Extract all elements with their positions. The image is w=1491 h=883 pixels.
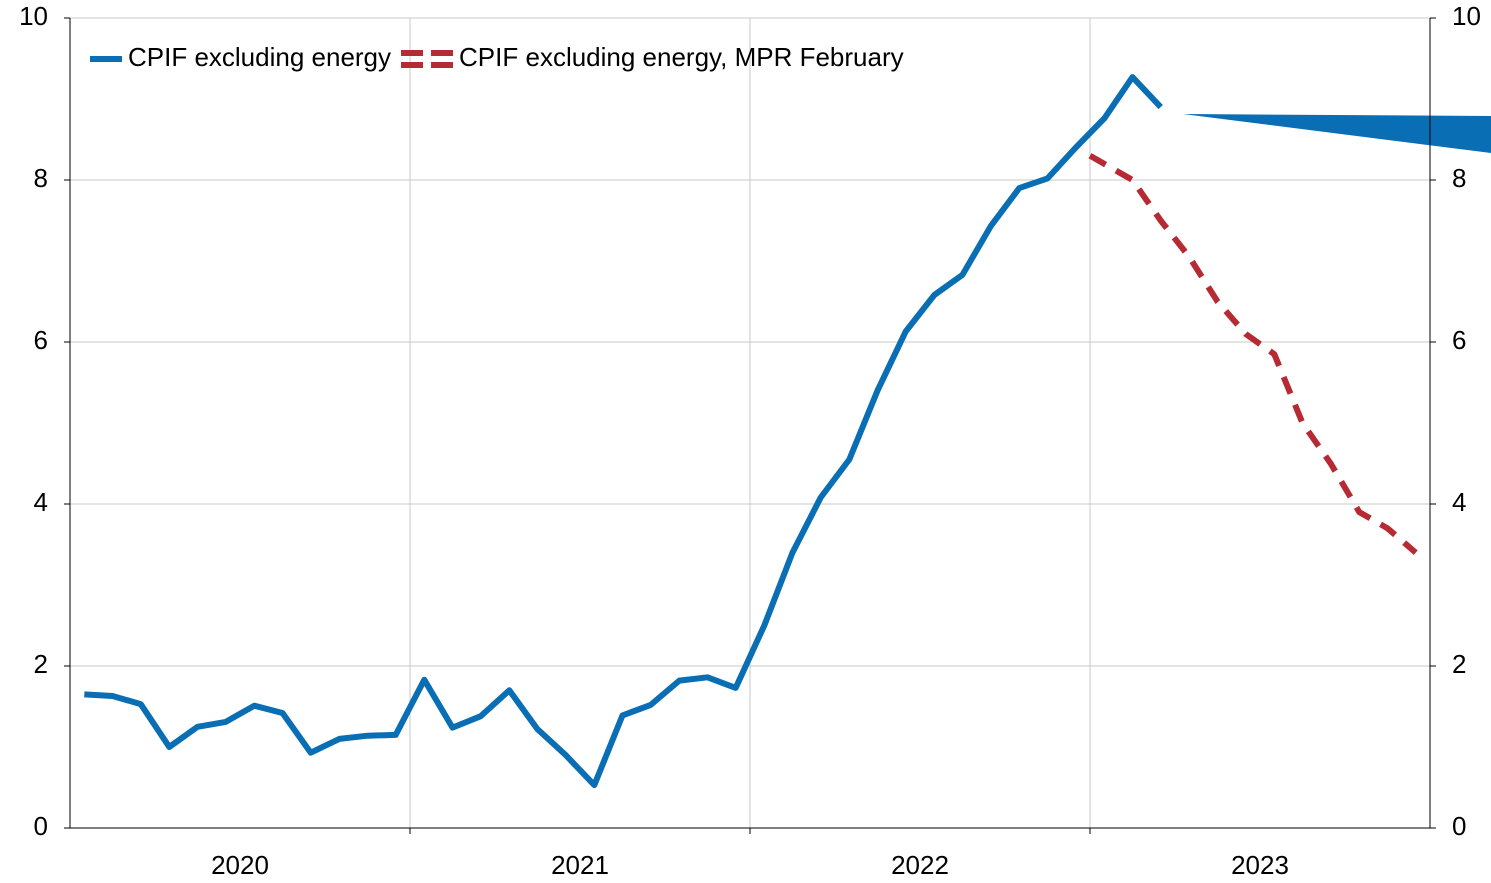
y-tick-label: 4 [34, 487, 48, 517]
y2-tick-label: 2 [1452, 649, 1466, 679]
legend-label: CPIF excluding energy, MPR February [459, 42, 904, 72]
y2-tick-label: 4 [1452, 487, 1466, 517]
series-line [84, 74, 1163, 789]
y-tick-label: 0 [34, 811, 48, 841]
projection-fan [1183, 114, 1491, 153]
y2-tick-label: 10 [1452, 1, 1481, 31]
y-tick-label: 2 [34, 649, 48, 679]
y-tick-label: 8 [34, 163, 48, 193]
y-tick-label: 10 [19, 1, 48, 31]
series-line [1088, 153, 1418, 555]
y-tick-label: 6 [34, 325, 48, 355]
legend-label: CPIF excluding energy [128, 42, 391, 72]
y2-tick-label: 8 [1452, 163, 1466, 193]
x-tick-label: 2022 [891, 850, 949, 880]
x-tick-label: 2023 [1231, 850, 1289, 880]
y2-tick-label: 6 [1452, 325, 1466, 355]
x-tick-label: 2020 [211, 850, 269, 880]
x-tick-label: 2021 [551, 850, 609, 880]
y2-tick-label: 0 [1452, 811, 1466, 841]
